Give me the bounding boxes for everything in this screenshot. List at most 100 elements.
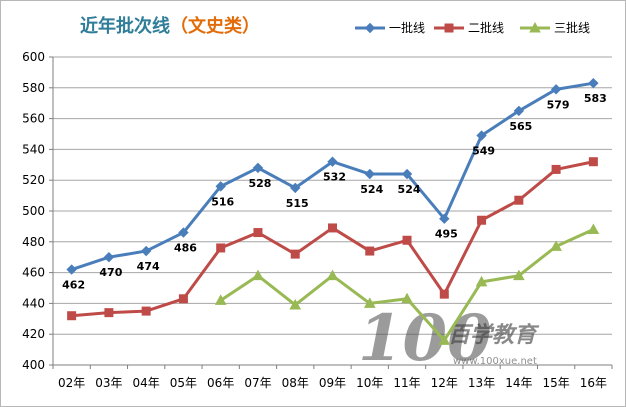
data-point bbox=[402, 235, 412, 245]
y-tick-label: 520 bbox=[22, 173, 45, 187]
data-label: 474 bbox=[137, 260, 160, 273]
data-point bbox=[214, 294, 227, 305]
data-point bbox=[140, 245, 152, 257]
x-tick-label: 16年 bbox=[580, 376, 607, 390]
data-label: 583 bbox=[584, 92, 607, 105]
legend-item: 二批线 bbox=[434, 20, 504, 35]
y-tick-label: 540 bbox=[22, 142, 45, 156]
chart-title-suffix: （文史类） bbox=[170, 15, 260, 37]
data-point bbox=[401, 168, 413, 180]
data-point bbox=[475, 275, 488, 287]
data-point bbox=[252, 269, 264, 281]
x-tick-label: 04年 bbox=[133, 376, 160, 390]
x-tick-label: 12年 bbox=[431, 376, 458, 390]
data-point bbox=[550, 84, 562, 95]
x-tick-label: 11年 bbox=[393, 376, 420, 390]
data-label: 515 bbox=[286, 197, 309, 210]
data-point bbox=[365, 246, 375, 256]
data-point bbox=[327, 156, 338, 167]
data-point bbox=[103, 251, 115, 263]
y-tick-label: 460 bbox=[22, 266, 45, 280]
data-label: 486 bbox=[174, 242, 197, 255]
data-point bbox=[438, 334, 451, 345]
data-point bbox=[252, 162, 264, 174]
data-point bbox=[290, 249, 300, 259]
data-label: 524 bbox=[398, 183, 421, 196]
data-point bbox=[551, 164, 561, 174]
data-label: 565 bbox=[509, 120, 532, 133]
data-point bbox=[253, 228, 263, 238]
y-tick-label: 600 bbox=[22, 50, 45, 64]
series-2 bbox=[67, 157, 598, 321]
series-layer bbox=[66, 77, 600, 345]
data-point bbox=[178, 294, 188, 304]
data-point bbox=[587, 223, 600, 234]
x-tick-label: 14年 bbox=[505, 376, 532, 390]
watermark-logo: 100 百学教育 www.100xue.net bbox=[358, 301, 540, 376]
tick-labels: 400 420 440 460 480 500 520 540 560 580 600 02年 03年 0… bbox=[22, 50, 607, 390]
data-point bbox=[401, 292, 413, 304]
x-tick-label: 10年 bbox=[356, 376, 383, 390]
data-point bbox=[439, 213, 450, 224]
y-tick-label: 400 bbox=[22, 358, 45, 372]
data-point bbox=[477, 215, 487, 225]
series-3 bbox=[214, 223, 600, 345]
legend-item: 三批线 bbox=[520, 20, 590, 35]
x-tick-label: 09年 bbox=[319, 376, 346, 390]
x-tick-label: 05年 bbox=[170, 376, 197, 390]
data-point bbox=[364, 22, 376, 34]
data-label: 528 bbox=[248, 177, 271, 190]
data-point bbox=[444, 23, 454, 33]
data-point bbox=[550, 240, 562, 251]
data-point bbox=[364, 168, 375, 180]
data-label: 579 bbox=[547, 98, 570, 111]
x-tick-label: 15年 bbox=[542, 376, 569, 390]
axes bbox=[49, 56, 613, 369]
y-tick-label: 580 bbox=[22, 81, 45, 95]
watermark-url: www.100xue.net bbox=[453, 356, 537, 367]
data-point bbox=[104, 308, 114, 318]
data-label: 495 bbox=[435, 228, 458, 241]
x-tick-label: 06年 bbox=[207, 376, 234, 390]
data-point bbox=[289, 298, 302, 310]
series-1 bbox=[66, 77, 599, 275]
y-tick-label: 420 bbox=[22, 327, 45, 341]
chart-title: 近年批次线（文史类） bbox=[80, 15, 260, 37]
data-label: 549 bbox=[472, 145, 495, 158]
data-point bbox=[514, 195, 524, 205]
x-tick-label: 07年 bbox=[244, 376, 271, 390]
data-label: 462 bbox=[62, 279, 85, 292]
x-tick-label: 13年 bbox=[468, 376, 495, 390]
data-labels: 462 470 474 486 516 528 515 532 524 524 495 549 565 5… bbox=[62, 92, 607, 291]
data-point bbox=[326, 269, 339, 281]
data-point bbox=[439, 289, 449, 299]
legend-item: 一批线 bbox=[355, 20, 425, 35]
data-point bbox=[588, 77, 599, 89]
data-point bbox=[67, 311, 77, 321]
x-tick-label: 02年 bbox=[58, 376, 85, 390]
data-point bbox=[529, 21, 541, 33]
data-point bbox=[66, 264, 77, 275]
data-label: 524 bbox=[360, 183, 383, 196]
grid-lines bbox=[53, 56, 612, 335]
data-point bbox=[216, 243, 226, 253]
x-tick-label: 08年 bbox=[282, 376, 309, 390]
data-point bbox=[588, 157, 598, 167]
legend: 一批线 二批线 三批线 bbox=[355, 20, 590, 35]
data-point bbox=[141, 306, 151, 316]
watermark-number: 100 bbox=[358, 301, 492, 376]
y-tick-label: 440 bbox=[22, 296, 45, 310]
data-point bbox=[215, 181, 226, 192]
y-tick-label: 500 bbox=[22, 204, 45, 218]
legend-label: 二批线 bbox=[468, 20, 504, 35]
watermark-brand: 百学教育 bbox=[448, 322, 540, 348]
data-point bbox=[476, 130, 487, 141]
chart-title-main: 近年批次线 bbox=[80, 15, 170, 37]
data-point bbox=[290, 182, 301, 194]
x-tick-label: 03年 bbox=[95, 376, 122, 390]
legend-label: 三批线 bbox=[554, 20, 590, 35]
data-point bbox=[513, 105, 525, 117]
legend-label: 一批线 bbox=[389, 20, 425, 35]
data-label: 532 bbox=[323, 171, 346, 184]
